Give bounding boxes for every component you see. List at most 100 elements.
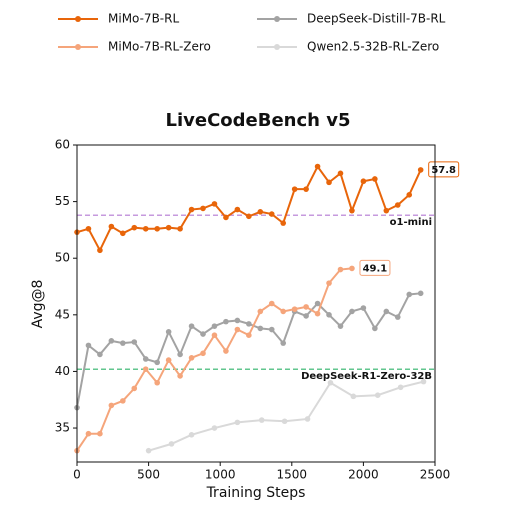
end-label: 57.8 [431, 165, 456, 176]
data-point [200, 331, 206, 337]
data-point [168, 441, 175, 447]
data-point [257, 308, 264, 315]
data-point [420, 378, 427, 385]
data-point [394, 202, 401, 208]
data-point [85, 342, 92, 349]
data-point [304, 416, 311, 422]
data-point [246, 321, 252, 327]
data-point [165, 224, 172, 231]
data-point [165, 357, 172, 363]
data-point [349, 308, 355, 315]
data-point [154, 225, 160, 232]
data-point [374, 392, 381, 399]
data-point [200, 205, 206, 212]
data-point [337, 170, 344, 177]
data-point [349, 207, 355, 214]
legend-label: MiMo-7B-RL-Zero [108, 40, 211, 54]
data-point [165, 329, 172, 335]
data-point [234, 419, 241, 426]
legend-marker [274, 16, 280, 22]
data-point [120, 398, 126, 404]
data-point [177, 351, 183, 358]
y-tick-label: 40 [55, 364, 70, 378]
data-point [131, 339, 138, 345]
data-point [142, 225, 149, 232]
data-point [360, 178, 367, 185]
legend-marker [75, 44, 81, 50]
data-point [85, 225, 92, 232]
series-line [148, 380, 424, 452]
legend-label: DeepSeek-Distill-7B-RL [307, 12, 446, 26]
data-point [108, 223, 115, 230]
data-point [257, 325, 264, 332]
x-tick-label: 0 [73, 468, 81, 482]
data-point [337, 266, 344, 273]
data-point [280, 308, 287, 315]
data-point [257, 208, 264, 215]
data-point [394, 314, 401, 320]
data-point [211, 201, 218, 207]
data-point [108, 338, 115, 344]
data-point [97, 430, 103, 437]
data-point [211, 323, 218, 329]
series-line [76, 164, 422, 253]
data-point [280, 220, 287, 226]
plot-frame [76, 144, 436, 463]
data-point [223, 318, 229, 325]
data-point [234, 317, 241, 324]
data-point [280, 340, 287, 346]
data-point [154, 379, 160, 386]
data-point [350, 393, 357, 400]
data-point [314, 163, 321, 170]
data-point [303, 313, 309, 319]
data-point [314, 300, 321, 307]
data-point [131, 224, 138, 231]
end-label-box [428, 161, 460, 178]
data-point [268, 326, 275, 333]
data-point [97, 351, 103, 358]
y-tick-label: 45 [55, 307, 70, 321]
reference-label: DeepSeek-R1-Zero-32B [301, 371, 432, 382]
end-label: 49.1 [363, 263, 388, 274]
data-point [291, 306, 298, 312]
end-label-box [359, 259, 391, 276]
legend-marker [75, 16, 81, 22]
data-point [291, 186, 298, 192]
data-point [303, 304, 309, 310]
data-point [223, 348, 229, 354]
data-point [177, 225, 183, 232]
data-point [246, 332, 252, 339]
data-point [303, 186, 309, 192]
data-point [337, 323, 344, 329]
data-point [397, 384, 404, 391]
data-point [326, 280, 332, 286]
data-point [327, 379, 334, 386]
data-point [246, 213, 252, 220]
data-point [281, 418, 288, 425]
legend-label: Qwen2.5-32B-RL-Zero [307, 40, 439, 54]
data-point [417, 290, 424, 297]
x-tick-label: 1500 [277, 468, 308, 482]
series-line [76, 267, 353, 452]
chart-title: LiveCodeBench v5 [165, 110, 350, 131]
x-tick-label: 500 [137, 468, 160, 482]
data-point [417, 167, 424, 173]
y-tick-label: 55 [55, 194, 70, 208]
data-point [326, 179, 332, 186]
data-point [188, 432, 195, 438]
data-point [314, 310, 321, 317]
y-tick-label: 50 [55, 251, 70, 265]
data-point [349, 265, 355, 272]
legend-marker [274, 44, 280, 50]
data-point [326, 312, 332, 318]
data-point [268, 211, 275, 217]
data-point [234, 326, 241, 333]
data-point [234, 206, 241, 213]
data-point [145, 447, 152, 454]
data-point [211, 332, 218, 339]
data-point [97, 247, 103, 254]
data-point [108, 402, 115, 409]
data-point [85, 430, 92, 437]
data-point [406, 291, 413, 298]
